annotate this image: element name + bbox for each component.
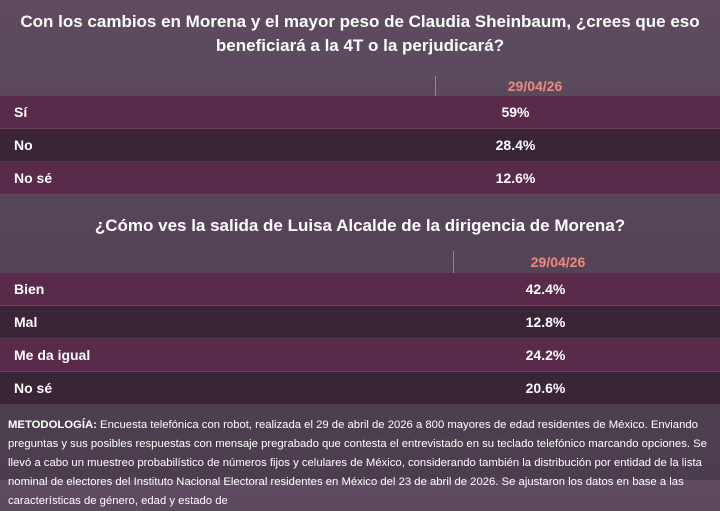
answer-label: Me da igual: [14, 347, 91, 363]
table-row: No 28.4%: [0, 129, 720, 162]
table-row: No sé 20.6%: [0, 372, 720, 405]
answer-value: 12.6%: [495, 170, 536, 186]
table-row: No sé 12.6%: [0, 162, 720, 195]
question-2-title: ¿Cómo ves la salida de Luisa Alcalde de …: [94, 216, 626, 235]
methodology-heading: METODOLOGÍA:: [8, 419, 97, 431]
answer-value: 42.4%: [525, 281, 566, 297]
answer-label: Bien: [14, 281, 45, 297]
answer-label: Sí: [14, 104, 28, 120]
answer-label: No sé: [14, 380, 53, 396]
answer-value: 20.6%: [525, 380, 566, 396]
table-row: Mal 12.8%: [0, 306, 720, 339]
answer-value: 59%: [501, 104, 530, 120]
answer-value: 28.4%: [495, 137, 536, 153]
question-1-title-line1: Con los cambios en Morena y el mayor pes…: [20, 12, 700, 31]
question-2-results-table: Bien 42.4% Mal 12.8% Me da igual 24.2% N…: [0, 273, 720, 405]
column-divider: [453, 251, 454, 273]
answer-label: No sé: [14, 170, 53, 186]
methodology-text: Encuesta telefónica con robot, realizada…: [8, 419, 707, 507]
answer-label: No: [14, 137, 33, 153]
table-row: Me da igual 24.2%: [0, 339, 720, 372]
answer-value: 12.8%: [525, 314, 566, 330]
column-divider: [435, 76, 436, 96]
answer-value: 24.2%: [525, 347, 566, 363]
question-2-date-header: 29/04/26: [530, 254, 586, 270]
question-1-results-table: Sí 59% No 28.4% No sé 12.6%: [0, 96, 720, 195]
answer-label: Mal: [14, 314, 38, 330]
question-1-date-header: 29/04/26: [507, 78, 563, 94]
table-row: Sí 59%: [0, 96, 720, 129]
methodology-note: METODOLOGÍA: Encuesta telefónica con rob…: [8, 416, 714, 511]
question-1-title-line2: beneficiará a la 4T o la perjudicará?: [215, 36, 505, 55]
table-row: Bien 42.4%: [0, 273, 720, 306]
question-1-title: Con los cambios en Morena y el mayor pes…: [0, 10, 720, 58]
